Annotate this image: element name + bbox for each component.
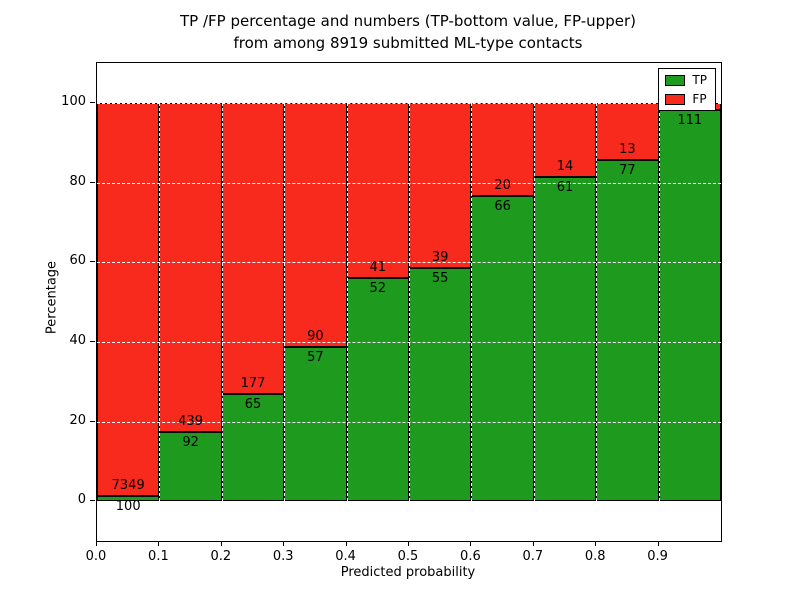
tp-count-label: 66 [494,198,511,214]
tp-count-label: 65 [244,397,262,412]
fp-count-label: 439 [178,414,204,430]
gridline-vertical [533,63,535,541]
bar-segment-fp [533,102,597,178]
gridline-vertical [159,63,161,541]
bar-segment-tp [97,495,160,502]
chart-title-line2: from among 8919 submitted ML-type contac… [233,34,583,52]
gridline-vertical [658,63,660,541]
legend: TP FP [658,68,716,111]
bar-segment-tp [533,177,597,502]
y-tick-label: 20 [69,412,86,428]
fp-count-label: 13 [619,142,636,158]
bar-segment-tp [658,110,721,502]
tp-count-label: 77 [619,163,636,179]
tp-count-label: 111 [677,113,703,128]
y-tick-label: 0 [77,492,86,508]
fp-count-label: 41 [369,260,387,276]
y-tick-label: 100 [61,93,86,109]
x-tick-mark [220,541,222,546]
legend-label-tp: TP [692,73,707,87]
bar-segment-tp [284,346,347,502]
bar-segment-fp [221,102,285,394]
bar-segment-fp [97,102,160,496]
fp-count-label: 7349 [111,477,145,493]
x-tick-label: 0.9 [647,549,668,564]
y-tick-mark [90,500,95,502]
x-axis-label: Predicted probability [340,565,476,580]
legend-label-fp: FP [692,92,707,106]
bar-segment-tp [221,394,285,502]
fp-count-label: 177 [240,376,266,391]
tp-count-label: 92 [182,435,199,451]
bar-segment-fp [596,102,659,161]
x-tick-mark [532,541,534,546]
y-tick-mark [90,101,95,103]
bar-segment-tp [471,195,534,502]
x-tick-mark [657,541,659,546]
gridline-vertical [346,63,348,541]
bar-segment-fp [284,102,347,347]
fp-count-label: 20 [494,177,511,193]
x-tick-label: 0.3 [272,549,294,564]
x-tick-mark [345,541,347,546]
x-tick-label: 0.6 [460,549,481,564]
x-tick-mark [595,541,597,546]
x-tick-label: 0.2 [210,549,232,564]
tp-count-label: 52 [369,281,387,297]
x-tick-label: 0.0 [85,549,107,564]
legend-row-tp: TP [665,73,707,87]
bar-segment-tp [596,160,659,502]
bar-segment-fp [409,102,472,269]
gridline-vertical [471,63,473,541]
x-tick-label: 0.4 [335,549,356,564]
bar-segment-fp [471,102,534,196]
x-tick-label: 0.7 [522,549,544,564]
tp-count-label: 55 [431,271,449,287]
x-tick-mark [158,541,160,546]
y-tick-mark [90,181,95,183]
y-tick-label: 40 [69,332,86,348]
gridline-vertical [284,63,286,541]
gridline-vertical [409,63,410,541]
bar-segment-fp [346,102,409,279]
x-tick-mark [470,541,472,546]
bar-segment-tp [409,268,472,502]
y-tick-mark [90,261,95,263]
fp-count-label: 14 [556,159,574,175]
fp-count-label: 90 [307,328,324,344]
x-tick-mark [96,541,97,546]
plot-area: 7349 100 439 92 177 65 90 57 41 52 39 55 20 66 14 61 13 7… [96,62,722,542]
x-tick-label: 0.1 [148,549,169,564]
x-tick-label: 0.8 [584,549,606,564]
y-tick-mark [90,420,95,422]
tp-count-label: 100 [115,498,141,514]
x-tick-mark [408,541,409,546]
gridline-vertical [221,63,223,541]
bar-segment-fp [159,102,222,433]
tp-count-label: 57 [307,349,324,365]
y-tick-mark [90,340,95,342]
x-tick-mark [283,541,285,546]
y-tick-label: 80 [69,173,86,189]
fp-count-label: 39 [431,250,449,266]
legend-row-fp: FP [665,92,707,106]
y-tick-label: 60 [69,253,86,269]
fp-swatch-icon [665,93,686,105]
bar-segment-tp [346,278,409,502]
tp-count-label: 61 [556,180,574,196]
gridline-vertical [596,63,598,541]
x-tick-label: 0.5 [397,549,419,564]
tp-swatch-icon [665,74,686,86]
chart-title-line1: TP /FP percentage and numbers (TP-bottom… [180,12,636,30]
